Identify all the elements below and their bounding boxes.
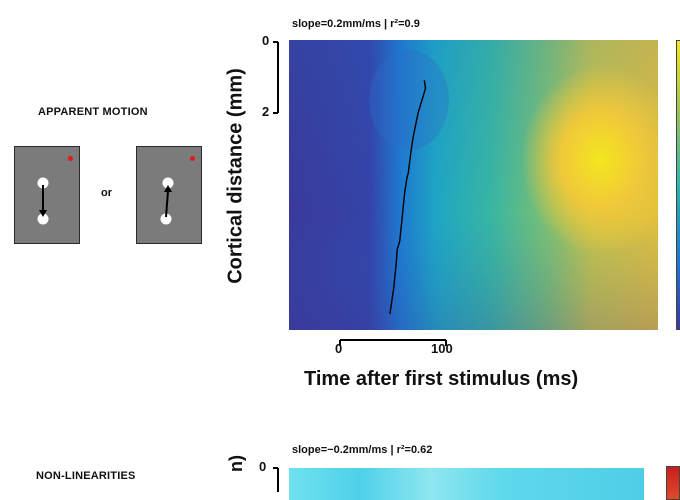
colorbar-a — [676, 40, 680, 330]
y-axis-title-b: n) — [226, 455, 246, 472]
y-scale-bar-a — [273, 41, 279, 114]
condition-label-non-linearities: NON-LINEARITIES — [36, 470, 136, 482]
colorbar-b — [666, 466, 680, 500]
heatmap-a — [289, 40, 658, 330]
fixation-dot-2 — [190, 156, 195, 161]
x-scale-bar-a — [339, 339, 447, 346]
fit-statistics-label-b: slope=−0.2mm/ms | r²=0.62 — [292, 444, 433, 456]
fit-statistics-label-a: slope=0.2mm/ms | r²=0.9 — [292, 18, 420, 30]
x-tick-0-a: 0 — [335, 341, 343, 356]
condition-label-apparent-motion: APPARENT MOTION — [38, 106, 148, 118]
or-label: or — [101, 187, 112, 199]
motion-arrow-up-icon — [160, 177, 174, 225]
propagation-trace — [389, 80, 427, 315]
heatmap-b — [289, 468, 644, 500]
stimulus-box-1 — [14, 146, 80, 244]
y-tick-0-a: 0 — [262, 33, 270, 48]
x-axis-title-a: Time after first stimulus (ms) — [304, 368, 579, 390]
stimulus-box-2 — [136, 146, 202, 244]
motion-arrow-down-icon — [37, 177, 49, 225]
fixation-dot-1 — [68, 156, 73, 161]
y-axis-title-a: Cortical distance (mm) — [224, 68, 247, 284]
y-tick-0-b: 0 — [259, 459, 267, 474]
y-scale-bar-b — [273, 467, 279, 492]
x-tick-100-a: 100 — [431, 341, 453, 356]
y-tick-2-a: 2 — [262, 104, 270, 119]
